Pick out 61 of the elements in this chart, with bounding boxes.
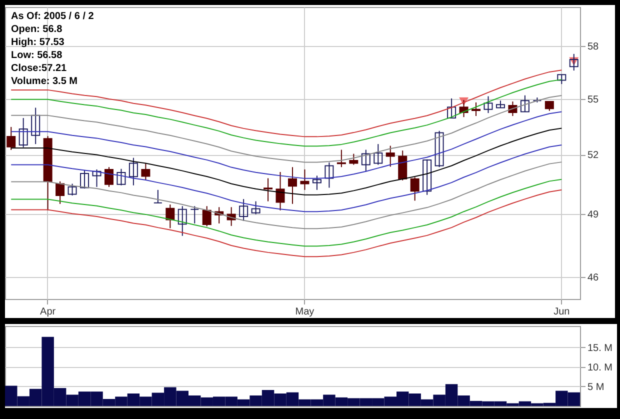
annotation: High: 57.53 [11, 37, 65, 48]
candlestick [104, 166, 114, 188]
x-tick-label: Jun [554, 306, 570, 318]
x-tick-label: Apr [40, 306, 56, 318]
annotation: As Of: 2005 / 6 / 2 [11, 11, 94, 22]
y-tick-label: 52 [588, 150, 600, 162]
line-series [10, 178, 562, 247]
y-tick-label: 46 [588, 272, 600, 284]
line-series [10, 189, 562, 258]
candlestick [324, 162, 334, 188]
candlestick [374, 144, 383, 166]
candlestick [288, 166, 297, 204]
candlestick [434, 130, 444, 168]
annotation: Volume: 3.5 M [11, 76, 78, 87]
candlestick [422, 158, 432, 196]
candlestick [80, 170, 90, 190]
candlestick [239, 198, 248, 222]
annotation: Open: 56.8 [11, 24, 63, 35]
y-tick-label: 58 [588, 41, 600, 52]
candlestick [349, 153, 358, 166]
line-series [10, 70, 562, 138]
candlestick [68, 183, 77, 196]
candlestick [202, 206, 212, 227]
candlestick [18, 118, 28, 148]
candlestick [276, 171, 285, 211]
candlestick [447, 98, 456, 119]
candlestick [251, 200, 260, 215]
candlestick [190, 206, 200, 224]
candlestick [128, 157, 138, 186]
candlestick [398, 150, 408, 181]
candlestick [141, 162, 150, 180]
candlestick [410, 176, 420, 202]
x-tick-label: May [295, 306, 314, 318]
y-tick-label: 10. M [588, 362, 613, 374]
candlestick [386, 145, 395, 168]
candlestick [92, 168, 102, 188]
candlestick [153, 189, 162, 204]
annotation: Low: 56.58 [11, 50, 63, 61]
annotation: Close:57.21 [11, 63, 68, 74]
line-series [10, 162, 562, 230]
candlestick [361, 149, 370, 172]
candlestick [472, 102, 481, 116]
y-tick-label: 15. M [588, 342, 613, 354]
candlestick [312, 175, 322, 190]
y-tick-label: 5 M [588, 382, 604, 393]
candlestick [484, 96, 493, 114]
candlestick [178, 206, 187, 236]
candlestick [336, 149, 346, 168]
candlestick [166, 204, 175, 229]
candlestick [544, 101, 554, 112]
candlestick [557, 74, 566, 85]
y-tick-label: 55 [588, 94, 600, 106]
candlestick [520, 94, 530, 112]
candlestick [264, 178, 273, 202]
candlestick [56, 180, 65, 204]
y-tick-label: 49 [588, 210, 600, 221]
line-series [10, 144, 562, 212]
candlestick [116, 168, 126, 186]
candlestick [300, 168, 310, 190]
candlestick [6, 126, 16, 150]
candlestick [31, 107, 40, 145]
